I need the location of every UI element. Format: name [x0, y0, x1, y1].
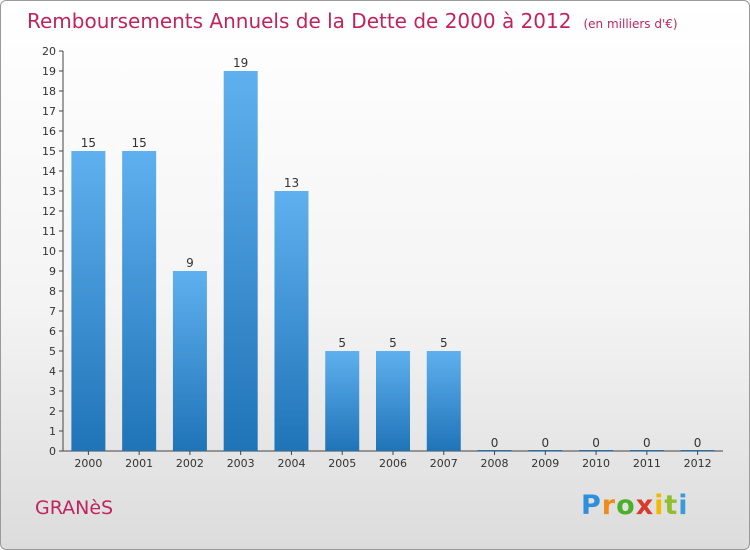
data-label: 5	[338, 336, 346, 350]
data-label: 5	[389, 336, 397, 350]
y-tick-label: 20	[42, 45, 56, 58]
y-tick-label: 11	[42, 225, 56, 238]
x-tick-label: 2007	[430, 457, 458, 470]
y-tick-label: 3	[49, 385, 56, 398]
logo-letter: P	[581, 490, 602, 521]
bar	[629, 450, 664, 451]
y-tick-label: 9	[49, 265, 56, 278]
logo-letter: t	[664, 490, 679, 521]
x-tick-label: 2010	[582, 457, 610, 470]
logo-letter: o	[616, 490, 636, 521]
proxiti-logo: Proxiti	[581, 490, 689, 521]
y-tick-label: 12	[42, 205, 56, 218]
x-tick-label: 2000	[74, 457, 102, 470]
x-tick-label: 2003	[227, 457, 255, 470]
y-tick-label: 0	[49, 445, 56, 458]
logo-letter: i	[678, 490, 689, 521]
x-tick-label: 2005	[328, 457, 356, 470]
logo-letter: x	[635, 490, 655, 521]
bar	[274, 191, 309, 451]
bar	[680, 450, 715, 451]
bars	[71, 71, 715, 451]
data-labels: 15 15 9 19 13 5 5 5 0 0 0 0 0	[81, 56, 702, 450]
bar	[223, 71, 258, 451]
y-tick-label: 1	[49, 425, 56, 438]
y-tick-label: 14	[42, 165, 56, 178]
logo-letter: r	[601, 490, 617, 521]
y-tick-label: 15	[42, 145, 56, 158]
x-tick-label: 2002	[176, 457, 204, 470]
data-label: 0	[541, 436, 549, 450]
data-label: 5	[440, 336, 448, 350]
data-label: 0	[491, 436, 499, 450]
y-tick-label: 19	[42, 65, 56, 78]
y-tick-label: 7	[49, 305, 56, 318]
data-label: 13	[284, 176, 299, 190]
y-tick-label: 8	[49, 285, 56, 298]
bar	[528, 450, 563, 451]
y-tick-label: 5	[49, 345, 56, 358]
bar	[172, 271, 207, 451]
data-label: 15	[132, 136, 147, 150]
bar	[325, 351, 360, 451]
data-label: 0	[643, 436, 651, 450]
data-label: 9	[186, 256, 194, 270]
unit-subtitle: (en milliers d'€)	[583, 17, 678, 31]
logo-letter: i	[654, 490, 665, 521]
y-tick-label: 10	[42, 245, 56, 258]
data-label: 0	[592, 436, 600, 450]
x-tick-label: 2001	[125, 457, 153, 470]
commune-name: GRANèS	[35, 497, 114, 519]
x-tick-label: 2006	[379, 457, 407, 470]
y-tick-label: 2	[49, 405, 56, 418]
y-tick-label: 18	[42, 85, 56, 98]
bar	[122, 151, 157, 451]
title-text: Remboursements Annuels de la Dette de 20…	[27, 9, 572, 33]
y-tick-label: 17	[42, 105, 56, 118]
bar	[426, 351, 461, 451]
bar	[376, 351, 410, 451]
data-label: 0	[694, 436, 702, 450]
y-tick-label: 16	[42, 125, 56, 138]
x-tick-label: 2012	[684, 457, 712, 470]
data-label: 19	[233, 56, 248, 70]
bar	[477, 450, 512, 451]
y-tick-label: 4	[49, 365, 56, 378]
x-tick-label: 2004	[277, 457, 305, 470]
y-tick-label: 13	[42, 185, 56, 198]
x-tick-label: 2009	[531, 457, 559, 470]
x-tick-label: 2011	[633, 457, 661, 470]
x-tick-label: 2008	[481, 457, 509, 470]
bar	[579, 450, 614, 451]
bar	[71, 151, 106, 451]
chart-title: Remboursements Annuels de la Dette de 20…	[27, 9, 678, 33]
data-label: 15	[81, 136, 96, 150]
y-tick-label: 6	[49, 325, 56, 338]
